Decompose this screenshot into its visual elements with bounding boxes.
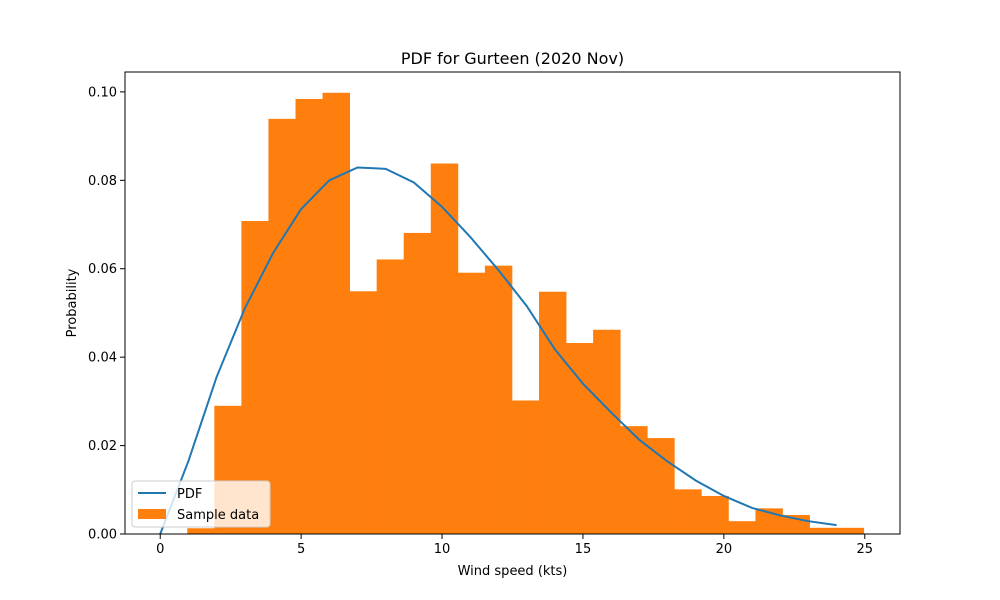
histogram-bar — [566, 343, 594, 534]
y-tick-label: 0.10 — [88, 85, 117, 100]
legend-box — [131, 480, 271, 528]
y-tick-label: 0.04 — [88, 351, 117, 366]
histogram-bar — [538, 291, 567, 534]
histogram-bar — [701, 495, 729, 534]
x-axis-ticks: 0 5 10 15 20 25 — [156, 534, 873, 557]
histogram-bar — [647, 438, 675, 534]
histogram-bar — [728, 521, 756, 534]
x-tick-label: 15 — [575, 542, 592, 557]
y-axis-label: Probability — [65, 268, 80, 337]
histogram-bar — [620, 426, 648, 534]
legend: PDF Sample data — [131, 480, 271, 528]
pdf-line-group — [159, 166, 837, 535]
x-tick-label: 25 — [856, 542, 873, 557]
y-tick-label: 0.06 — [88, 262, 117, 277]
x-tick-label: 10 — [434, 542, 451, 557]
histogram-bar — [187, 528, 215, 534]
histogram-bar — [809, 527, 837, 534]
histogram-bar — [511, 400, 540, 534]
pdf-series-line — [159, 166, 837, 535]
histogram-bar — [836, 527, 865, 534]
histogram-bar — [430, 163, 459, 534]
y-tick-label: 0.08 — [88, 174, 117, 189]
chart-title: PDF for Gurteen (2020 Nov) — [401, 49, 624, 68]
legend-pdf-label: PDF — [177, 487, 202, 502]
histogram-bar — [403, 232, 432, 534]
histogram-bar — [593, 329, 621, 534]
histogram-bar — [674, 489, 702, 534]
histogram-bars — [187, 92, 865, 535]
y-axis-ticks: 0.00 0.02 0.04 0.06 0.08 0.10 — [88, 85, 125, 543]
legend-sample-data-swatch — [138, 509, 166, 519]
x-tick-label: 0 — [156, 542, 164, 557]
histogram-bar — [349, 291, 378, 534]
legend-sample-data-label: Sample data — [177, 508, 259, 523]
histogram-bar — [484, 265, 513, 534]
histogram-bar — [322, 92, 351, 535]
x-tick-label: 5 — [297, 542, 305, 557]
histogram-bar — [268, 118, 296, 534]
x-axis-label: Wind speed (kts) — [458, 564, 568, 579]
y-tick-label: 0.00 — [88, 528, 117, 543]
histogram-bar — [295, 98, 323, 535]
histogram-bar — [457, 272, 486, 534]
axes-frame — [124, 71, 901, 535]
y-tick-label: 0.02 — [88, 439, 117, 454]
x-tick-label: 20 — [716, 542, 733, 557]
histogram-bar — [376, 259, 405, 534]
